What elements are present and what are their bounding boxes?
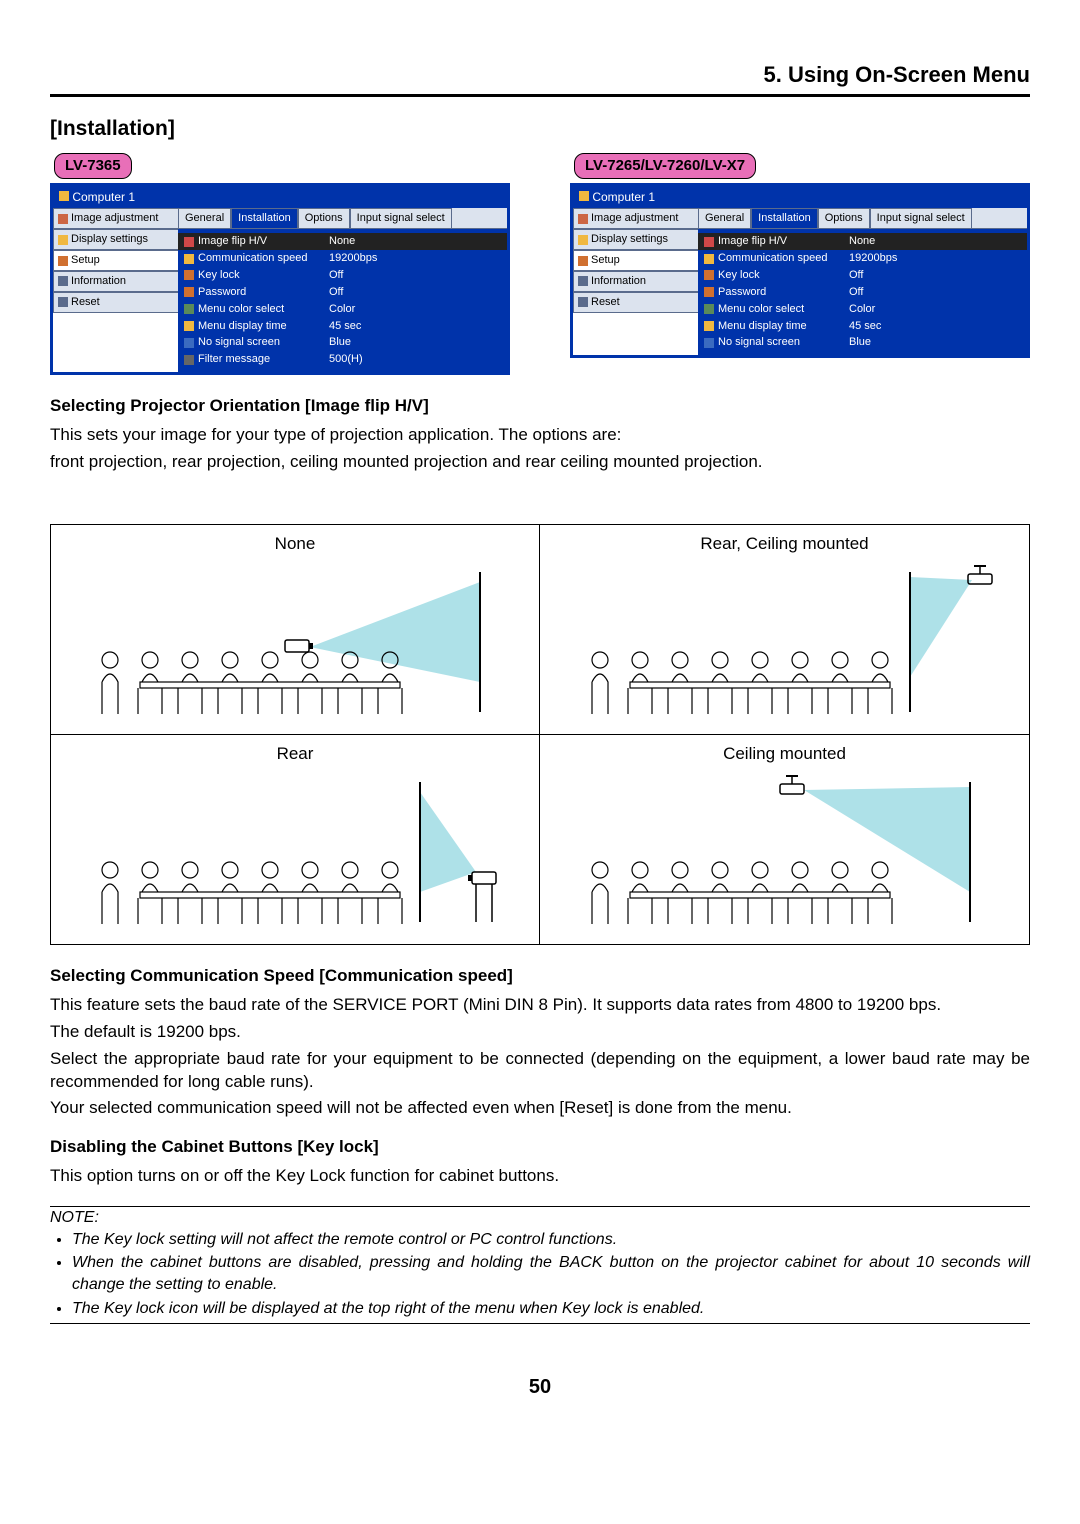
osd-setting-row[interactable]: No signal screenBlue (698, 334, 1027, 351)
sub2-p2: The default is 19200 bps. (50, 1021, 1030, 1044)
page-number: 50 (50, 1374, 1030, 1401)
sub2-p3: Select the appropriate baud rate for you… (50, 1048, 1030, 1094)
osd-tab[interactable]: General (178, 208, 231, 228)
osd-side-item[interactable]: Reset (573, 292, 698, 313)
osd-setting-row[interactable]: Image flip H/VNone (178, 233, 507, 250)
osd-setting-row[interactable]: PasswordOff (698, 284, 1027, 301)
osd-side-item[interactable]: Information (573, 271, 698, 292)
diagram-tl: None (51, 525, 540, 735)
sub2-heading: Selecting Communication Speed [Communica… (50, 965, 1030, 988)
osd-tab[interactable]: Installation (231, 208, 298, 228)
sub3-p1: This option turns on or off the Key Lock… (50, 1165, 1030, 1188)
diagram-br-svg (570, 772, 1000, 932)
diagram-bl: Rear (51, 735, 540, 944)
diagram-tr: Rear, Ceiling mounted (540, 525, 1029, 735)
sub1-p2: front projection, rear projection, ceili… (50, 451, 1030, 474)
osd-tab[interactable]: Installation (751, 208, 818, 228)
model-a-label: LV-7365 (54, 153, 132, 179)
model-b-col: LV-7265/LV-7260/LV-X7 Computer 1Image ad… (570, 153, 1030, 375)
osd-side-item[interactable]: Information (53, 271, 178, 292)
note-sep-bottom (50, 1323, 1030, 1324)
note-list: The Key lock setting will not affect the… (50, 1229, 1030, 1319)
note-item: When the cabinet buttons are disabled, p… (72, 1252, 1030, 1295)
osd-title: Computer 1 (53, 186, 507, 208)
section-title: [Installation] (50, 115, 1030, 143)
osd-tab[interactable]: Options (818, 208, 870, 228)
osd-tab[interactable]: General (698, 208, 751, 228)
osd-side-item[interactable]: Setup (53, 250, 178, 271)
osd-side-item[interactable]: Setup (573, 250, 698, 271)
diagram-tr-caption: Rear, Ceiling mounted (552, 533, 1017, 556)
model-a-col: LV-7365 Computer 1Image adjustmentDispla… (50, 153, 510, 375)
osd-side-item[interactable]: Reset (53, 292, 178, 313)
osd-setting-row[interactable]: Key lockOff (178, 267, 507, 284)
diagram-bl-caption: Rear (63, 743, 527, 766)
osd-setting-row[interactable]: Menu color selectColor (698, 301, 1027, 318)
osd-setting-row[interactable]: Menu color selectColor (178, 301, 507, 318)
osd-setting-row[interactable]: Key lockOff (698, 267, 1027, 284)
model-b-label: LV-7265/LV-7260/LV-X7 (574, 153, 756, 179)
sub2-p4: Your selected communication speed will n… (50, 1097, 1030, 1120)
diagram-br-caption: Ceiling mounted (552, 743, 1017, 766)
osd-a: Computer 1Image adjustmentDisplay settin… (50, 183, 510, 375)
osd-side-item[interactable]: Image adjustment (53, 208, 178, 229)
osd-setting-row[interactable]: Communication speed19200bps (698, 250, 1027, 267)
osd-side-item[interactable]: Display settings (573, 229, 698, 250)
osd-setting-row[interactable]: Image flip H/VNone (698, 233, 1027, 250)
osd-setting-row[interactable]: PasswordOff (178, 284, 507, 301)
osd-setting-row[interactable]: No signal screenBlue (178, 334, 507, 351)
osd-b: Computer 1Image adjustmentDisplay settin… (570, 183, 1030, 358)
osd-tab[interactable]: Input signal select (870, 208, 972, 228)
osd-tab[interactable]: Options (298, 208, 350, 228)
diagram-br: Ceiling mounted (540, 735, 1029, 944)
diagram-tl-svg (80, 562, 510, 722)
note-item: The Key lock setting will not affect the… (72, 1229, 1030, 1251)
sub1-p1: This sets your image for your type of pr… (50, 424, 1030, 447)
osd-setting-row[interactable]: Filter message500(H) (178, 351, 507, 368)
diagram-tl-caption: None (63, 533, 527, 556)
osd-setting-row[interactable]: Communication speed19200bps (178, 250, 507, 267)
sub1-heading: Selecting Projector Orientation [Image f… (50, 395, 1030, 418)
chapter-title: 5. Using On-Screen Menu (50, 60, 1030, 90)
diagram-tr-svg (570, 562, 1000, 722)
osd-side-item[interactable]: Display settings (53, 229, 178, 250)
osd-title: Computer 1 (573, 186, 1027, 208)
note-item: The Key lock icon will be displayed at t… (72, 1298, 1030, 1320)
osd-side-item[interactable]: Image adjustment (573, 208, 698, 229)
diagram-bl-svg (80, 772, 510, 932)
diagram-grid: None Rear, Ceiling mounted Rear Ceiling … (50, 524, 1030, 945)
osd-setting-row[interactable]: Menu display time45 sec (178, 318, 507, 335)
osd-setting-row[interactable]: Menu display time45 sec (698, 318, 1027, 335)
sub2-p1: This feature sets the baud rate of the S… (50, 994, 1030, 1017)
sub3-heading: Disabling the Cabinet Buttons [Key lock] (50, 1136, 1030, 1159)
note-label: NOTE: (50, 1207, 1030, 1229)
divider (50, 94, 1030, 97)
osd-tab[interactable]: Input signal select (350, 208, 452, 228)
models-row: LV-7365 Computer 1Image adjustmentDispla… (50, 153, 1030, 375)
